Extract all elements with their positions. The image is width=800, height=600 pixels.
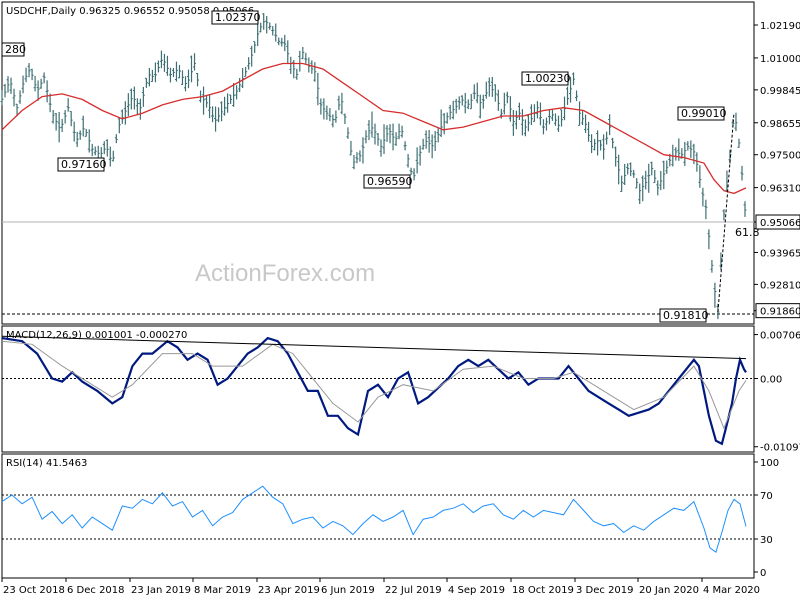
price-annotation-label: 0.97160 (61, 158, 107, 171)
price-y-tick-label: 0.97500 (760, 151, 800, 162)
macd-pane-frame (1, 325, 755, 453)
price-y-label-box (755, 214, 800, 230)
price-y-axis: 1.02190 1.01000 0.99845 0.98655 0.97500 0.963… (754, 21, 800, 319)
macd-line (1, 336, 747, 446)
price-annotation-box (57, 157, 105, 172)
price-annotation-label: 61.8 (735, 226, 760, 239)
watermark: ActionForex.com (195, 260, 375, 287)
x-tick-label: 8 Mar 2019 (194, 585, 251, 596)
rsi-line (1, 485, 747, 554)
price-y-tick-label: 0.91860 (760, 307, 800, 318)
price-y-tick-label: 0.95066 (760, 218, 800, 229)
price-annotation-label: 0.99010 (681, 107, 727, 120)
price-y-tick-label: 0.92810 (760, 280, 800, 291)
panes-frame (1, 1, 755, 579)
macd-title: MACD(12,26,9) 0.001001 -0.000270 (6, 330, 187, 341)
rsi-pane (1, 485, 754, 554)
price-y-tick-label: 0.98655 (760, 119, 800, 130)
x-tick-label: 23 Jan 2019 (131, 585, 191, 596)
x-tick-label: 22 Jul 2019 (385, 585, 442, 596)
price-annotation-box (363, 174, 411, 189)
price-pane-frame (1, 1, 755, 325)
x-tick-label: 18 Oct 2019 (512, 585, 574, 596)
price-y-tick-label: 1.02190 (760, 21, 800, 32)
x-tick-label: 23 Apr 2019 (258, 585, 320, 596)
price-annotation-label: 1.00230 (525, 72, 571, 85)
x-tick-label: 20 Jan 2020 (639, 585, 699, 596)
x-tick-label: 23 Oct 2018 (3, 585, 65, 596)
price-y-tick-label: 1.01000 (760, 54, 800, 65)
x-tick-label: 6 Jun 2019 (321, 585, 375, 596)
x-tick-label: 4 Sep 2019 (448, 585, 505, 596)
price-annotation-label: 0.96590 (367, 175, 413, 188)
x-axis: 23 Oct 2018 6 Dec 2018 23 Jan 2019 8 Mar 20… (1, 578, 760, 596)
x-tick-label: 3 Dec 2019 (576, 585, 634, 596)
x-tick-label: 4 Mar 2020 (703, 585, 760, 596)
rsi-y-axis: 100 70 30 0 (754, 458, 779, 579)
retracement-line (717, 112, 735, 313)
macd-trendline (1, 335, 747, 360)
price-annotation-label: 0.91810 (663, 309, 709, 322)
ohlc-bars (0, 13, 747, 320)
macd-y-tick-label: 0.00 (760, 374, 782, 385)
price-annotation-box (1, 42, 25, 57)
rsi-y-tick-label: 70 (760, 491, 773, 502)
price-y-tick-label: 0.96310 (760, 184, 800, 195)
rsi-title: RSI(14) 41.5463 (6, 458, 87, 469)
macd-y-tick-label: 0.007066 (760, 331, 800, 342)
price-annotation-box (521, 71, 569, 86)
price-title: USDCHF,Daily 0.96325 0.96552 0.95058 0.9… (6, 6, 254, 17)
price-annotation-box (659, 308, 707, 323)
price-annotation-box (211, 10, 259, 25)
price-annotation-label: 280 (5, 43, 26, 56)
rsi-y-tick-label: 30 (760, 535, 773, 546)
rsi-y-tick-label: 100 (760, 458, 779, 469)
price-y-label-box (755, 303, 800, 319)
price-y-tick-label: 0.93965 (760, 248, 800, 259)
moving-average-line (1, 62, 747, 195)
rsi-pane-frame (1, 453, 755, 579)
rsi-y-tick-label: 0 (760, 568, 766, 579)
macd-y-axis: 0.007066 0.00 -0.010975 (754, 331, 800, 454)
price-annotation-label: 1.02370 (215, 11, 261, 24)
price-pane: 1.02370 1.00230 0.99010 0.97160 0.96590 0.918… (0, 10, 760, 323)
price-y-tick-label: 0.99845 (760, 86, 800, 97)
price-annotation-box (677, 106, 725, 121)
signal-line (1, 340, 747, 430)
macd-y-tick-label: -0.010975 (760, 443, 800, 454)
x-tick-label: 6 Dec 2018 (67, 585, 125, 596)
macd-pane (1, 335, 754, 446)
